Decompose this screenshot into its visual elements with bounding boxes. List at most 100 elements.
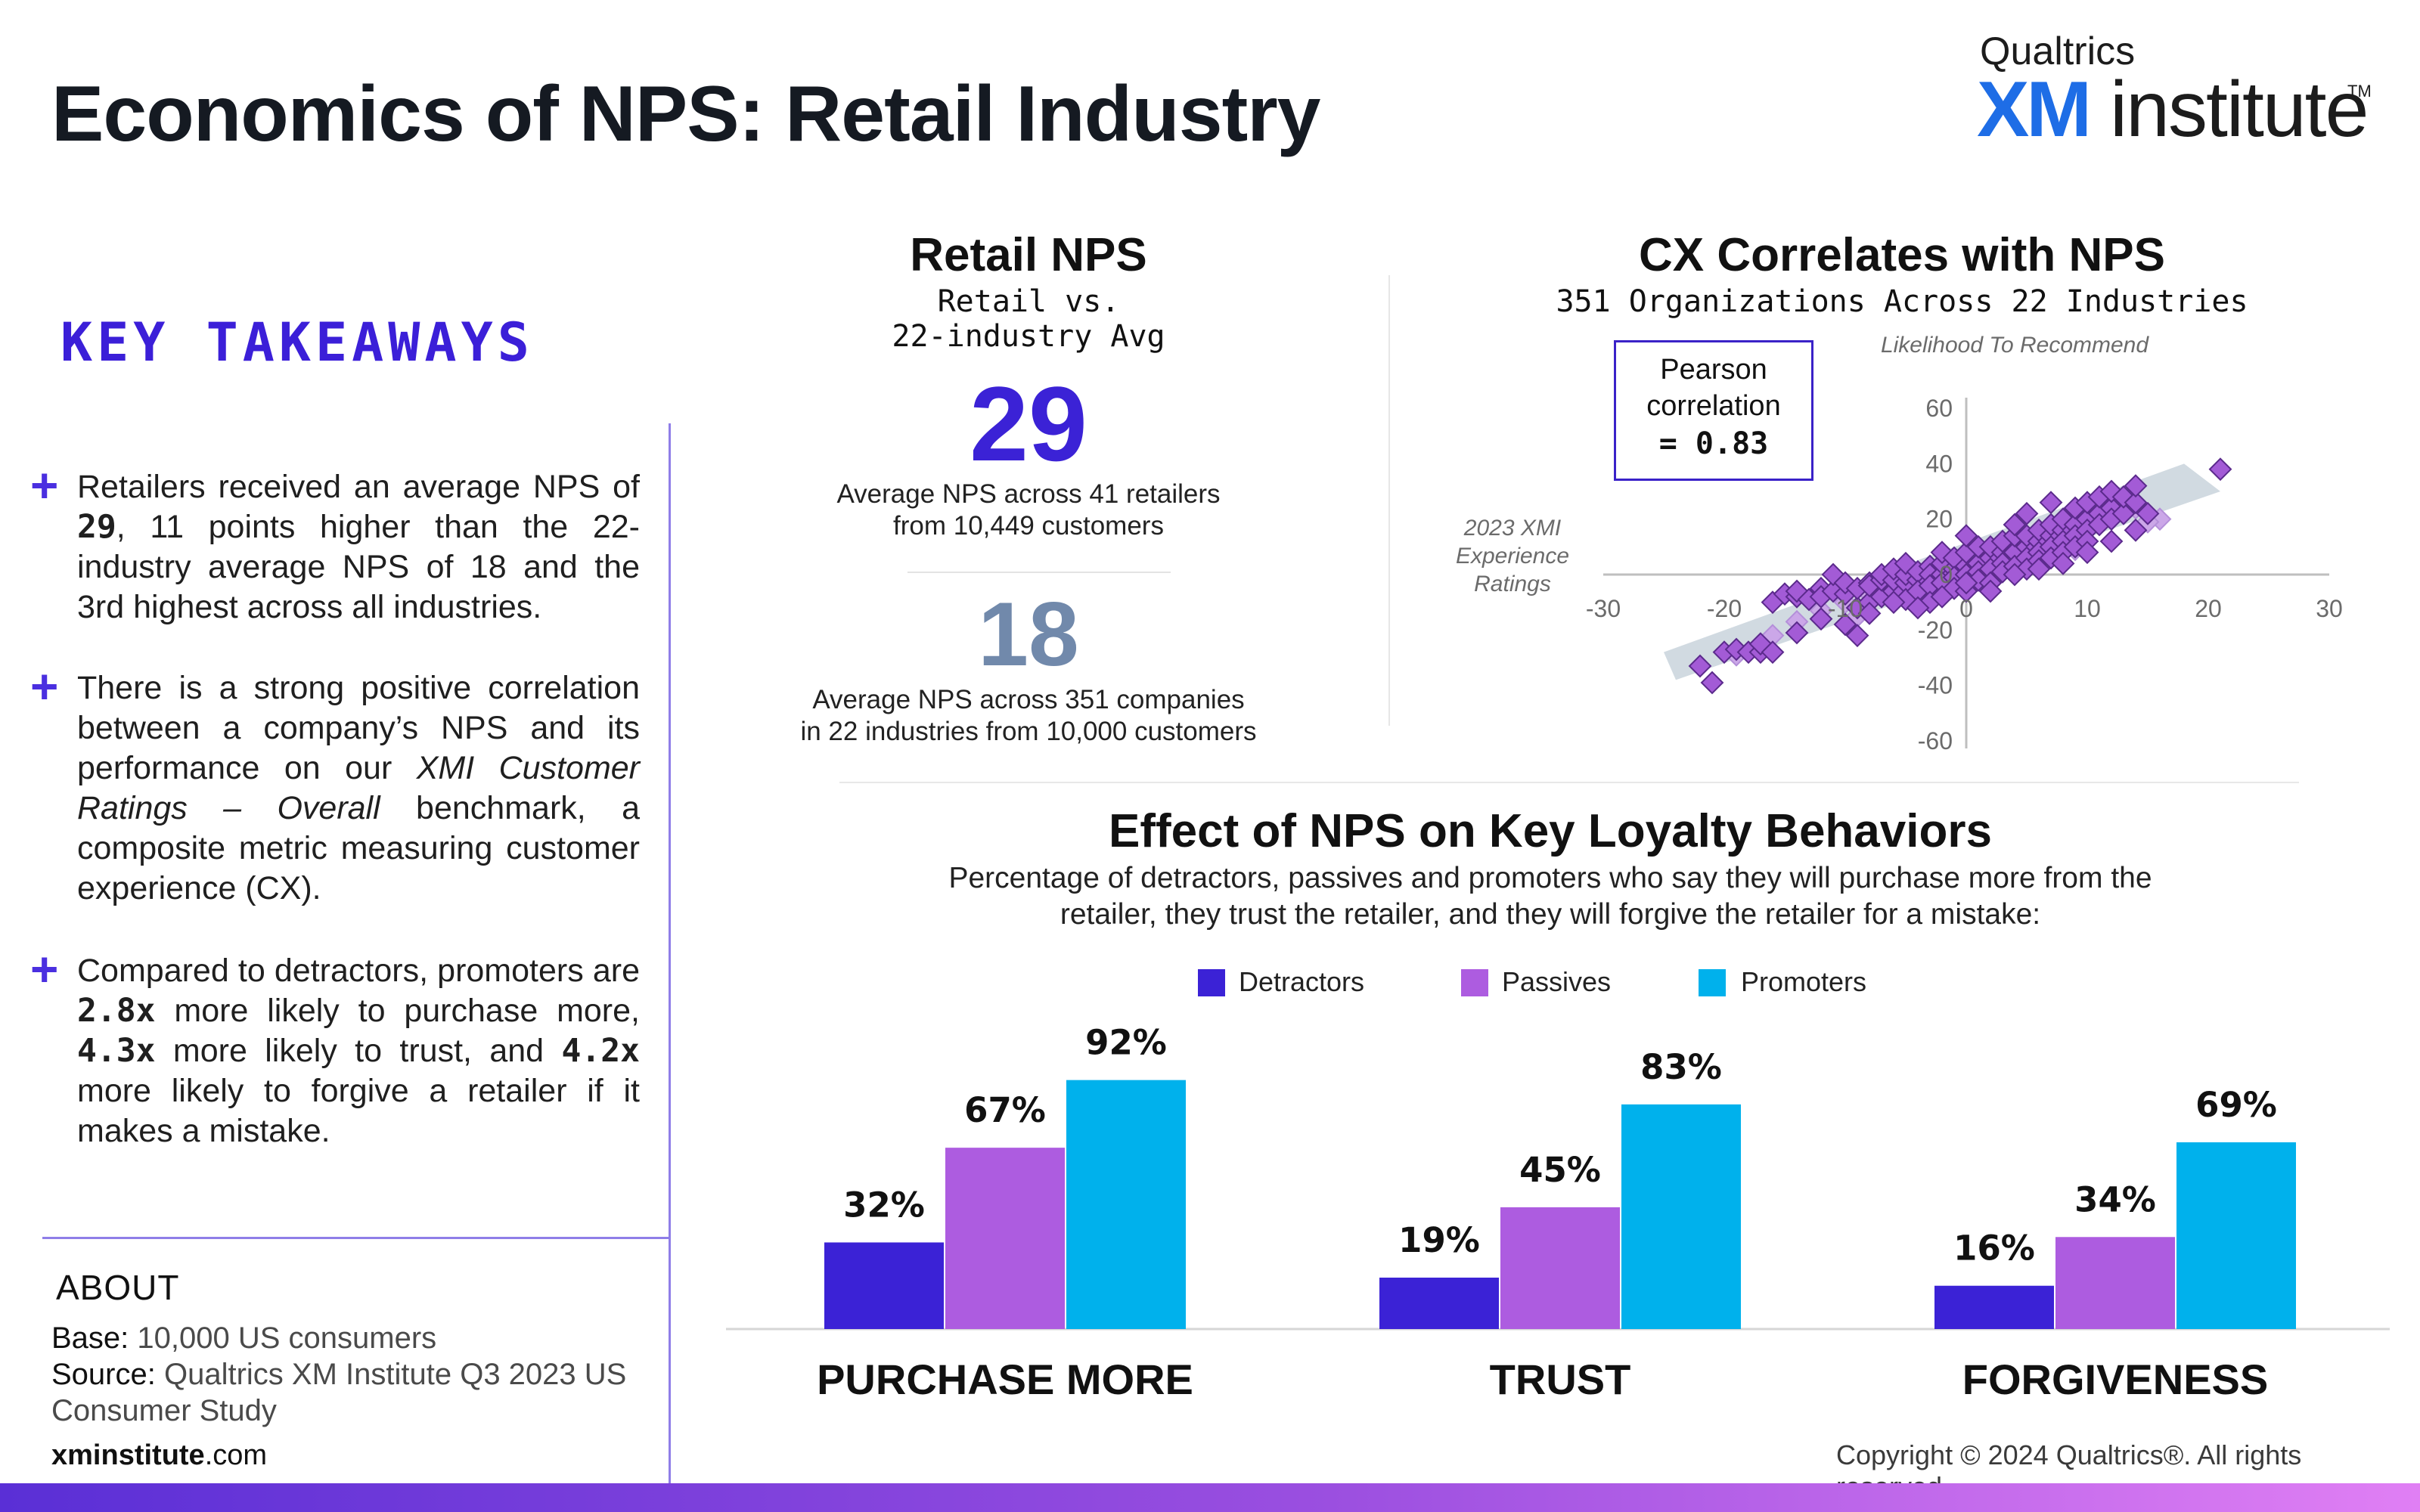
scatter-x-tick: -20	[1707, 595, 1742, 622]
scatter-point	[2124, 474, 2148, 498]
logo-xm-mark: XM	[1977, 66, 2092, 153]
scatter-point	[2208, 457, 2232, 482]
left-panel-divider	[669, 423, 671, 1489]
scatter-point	[1857, 601, 1882, 625]
scatter-point	[1833, 612, 1857, 637]
scatter-point	[1700, 671, 1724, 695]
bar-value-label: 67%	[964, 1090, 1046, 1130]
scatter-x-tick: -30	[1586, 595, 1621, 622]
retail-nps-desc-2: from 10,449 customers	[893, 511, 1164, 541]
legend-swatch-passives	[1461, 969, 1488, 996]
scatter-x-tick: 0	[1959, 595, 1973, 622]
middle-divider	[1388, 275, 1390, 726]
scatter-point	[2124, 491, 2148, 515]
scatter-x-axis-label-line: 2023 XMI	[1463, 516, 1562, 541]
scatter-point	[1785, 621, 1809, 645]
bar-category-label: FORGIVENESS	[1962, 1356, 2269, 1403]
top-section-divider	[839, 782, 2299, 783]
scatter-y-tick: -60	[1918, 727, 1953, 754]
bar-promoters	[1066, 1080, 1186, 1329]
bottom-gradient-bar	[0, 1483, 2420, 1512]
scatter-x-axis-label-line: Experience	[1455, 544, 1570, 569]
retail-nps-value: 29	[970, 364, 1087, 483]
industry-avg-nps-value: 18	[978, 584, 1079, 685]
site-link[interactable]: xminstitute.com	[51, 1439, 267, 1472]
bar-value-label: 83%	[1640, 1047, 1722, 1087]
scatter-point	[2039, 491, 2063, 515]
about-source-label: Source:	[51, 1358, 156, 1391]
scatter-point	[2003, 562, 2027, 587]
bar-detractors	[1934, 1285, 2054, 1329]
retail-nps-title: Retail NPS	[910, 229, 1147, 281]
pearson-value: = 0.83	[1658, 426, 1769, 461]
retail-nps-desc-1: Average NPS across 41 retailers	[836, 479, 1221, 509]
bar-passives	[1500, 1207, 1620, 1329]
bar-category-label: TRUST	[1490, 1356, 1631, 1403]
scatter-point	[2124, 518, 2148, 542]
scatter-point	[2051, 551, 2075, 575]
scatter-point	[2136, 501, 2160, 525]
pearson-box	[1614, 340, 1813, 481]
scatter-point	[2075, 541, 2099, 565]
bar-passives	[2055, 1237, 2175, 1329]
bar-value-label: 32%	[843, 1185, 925, 1225]
nps-divider	[908, 572, 1171, 573]
scatter-subtitle: 351 Organizations Across 22 Industries	[1556, 284, 2248, 319]
bar-promoters	[1621, 1104, 1741, 1329]
scatter-y-tick: -20	[1918, 616, 1953, 643]
legend-label-promoters: Promoters	[1741, 966, 1867, 997]
scatter-point	[1930, 584, 1954, 609]
scatter-point	[1906, 596, 1930, 620]
plus-icon: +	[30, 458, 59, 513]
scatter-x-axis-label: 2023 XMI Experience Ratings	[1407, 514, 1618, 598]
legend-label-passives: Passives	[1502, 966, 1612, 997]
about-base: Base: 10,000 US consumers	[51, 1321, 436, 1356]
scatter-point	[1978, 579, 2003, 603]
scatter-y-tick: -40	[1918, 672, 1953, 699]
bar-passives	[945, 1148, 1065, 1329]
bar-category-label: PURCHASE MORE	[817, 1356, 1193, 1403]
bar-chart-title: Effect of NPS on Key Loyalty Behaviors	[1109, 805, 1992, 857]
scatter-point	[1688, 654, 1712, 678]
scatter-point	[2111, 501, 2136, 525]
scatter-point	[1809, 607, 1833, 631]
logo-institute-text: institute	[2110, 66, 2369, 153]
industry-avg-desc-1: Average NPS across 351 companies	[812, 685, 1245, 714]
scatter-title: CX Correlates with NPS	[1639, 229, 2165, 281]
takeaway-bullet-3: Compared to detractors, promoters are 2.…	[77, 953, 640, 1149]
scatter-point	[2027, 557, 2051, 581]
scatter-y-tick: 0	[1939, 561, 1953, 588]
pearson-label-2: correlation	[1646, 390, 1781, 422]
scatter-y-tick: 60	[1925, 395, 1953, 422]
page-title: Economics of NPS: Retail Industry	[51, 70, 1321, 158]
plus-icon: +	[30, 942, 59, 996]
legend-label-detractors: Detractors	[1239, 966, 1365, 997]
bar-value-label: 16%	[1953, 1228, 2035, 1269]
scatter-x-tick: 10	[2074, 595, 2101, 622]
pearson-label-1: Pearson	[1660, 354, 1767, 386]
bar-promoters	[2176, 1142, 2296, 1329]
site-link-bold: xminstitute	[51, 1439, 205, 1471]
scatter-point	[1761, 640, 1785, 665]
takeaway-bullet-1: Retailers received an average NPS of 29,…	[77, 469, 640, 625]
scatter-y-axis-label: Likelihood To Recommend	[1881, 333, 2149, 358]
logo-qualtrics-text: Qualtrics	[1980, 29, 2136, 73]
bar-value-label: 92%	[1085, 1023, 1167, 1063]
scatter-x-axis-label-line: Ratings	[1474, 572, 1551, 596]
scatter-point	[2003, 513, 2027, 537]
plus-icon: +	[30, 659, 59, 714]
takeaway-bullet-2: There is a strong positive correlation b…	[77, 670, 640, 906]
about-base-label: Base:	[51, 1321, 129, 1355]
scatter-x-tick: 20	[2195, 595, 2222, 622]
bar-value-label: 45%	[1519, 1150, 1601, 1190]
retail-nps-subtitle-1: Retail vs.	[937, 284, 1120, 319]
bar-value-label: 19%	[1398, 1220, 1480, 1260]
bar-value-label: 34%	[2074, 1179, 2156, 1219]
bar-value-label: 69%	[2195, 1085, 2277, 1125]
scatter-x-tick: -10	[1828, 595, 1863, 622]
scatter-point	[1954, 524, 1978, 548]
key-takeaways-heading: KEY TAKEAWAYS	[60, 311, 534, 373]
logo-trademark: TM	[2347, 82, 2372, 101]
about-source-value: Qualtrics XM Institute Q3 2023 US	[155, 1358, 627, 1391]
